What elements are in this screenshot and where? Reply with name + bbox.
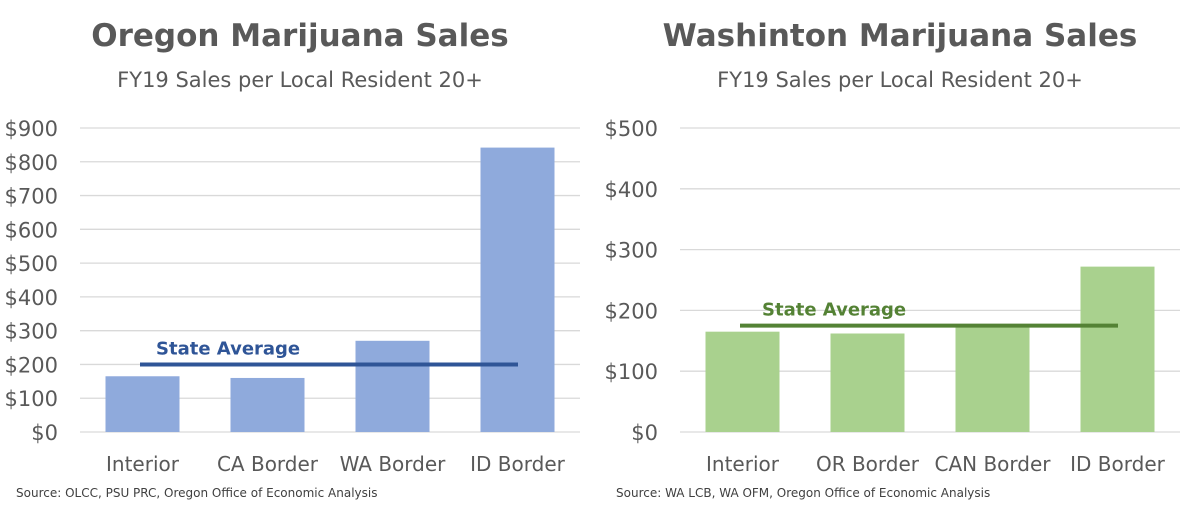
chart-source-note: Source: OLCC, PSU PRC, Oregon Office of … xyxy=(16,486,378,500)
bar-id-border xyxy=(1080,266,1155,432)
y-tick-label: $400 xyxy=(605,178,658,202)
bar-id-border xyxy=(480,147,555,432)
x-category-label: ID Border xyxy=(1070,452,1165,476)
x-category-label: CAN Border xyxy=(934,452,1051,476)
x-category-label: CA Border xyxy=(217,452,319,476)
y-tick-label: $100 xyxy=(5,387,58,411)
chart-subtitle: FY19 Sales per Local Resident 20+ xyxy=(717,68,1083,92)
y-tick-label: $300 xyxy=(605,239,658,263)
y-tick-label: $200 xyxy=(5,353,58,377)
bar-interior xyxy=(705,331,780,432)
y-tick-label: $800 xyxy=(5,151,58,175)
chart-title: Washinton Marijuana Sales xyxy=(662,18,1138,54)
y-tick-label: $600 xyxy=(5,218,58,242)
x-category-label: OR Border xyxy=(816,452,920,476)
bar-wa-border xyxy=(355,340,430,432)
x-category-label: ID Border xyxy=(470,452,565,476)
y-tick-label: $400 xyxy=(5,286,58,310)
state-average-label: State Average xyxy=(762,300,906,321)
chart-title: Oregon Marijuana Sales xyxy=(91,18,509,54)
x-category-label: Interior xyxy=(106,452,180,476)
washington-bar-chart: $0 $100 $200 $300 $400 $500 Interior OR Border C… xyxy=(605,117,1180,476)
oregon-bar-chart: $0 $100 $200 $300 $400 $500 $600 $700 $800 $900 In… xyxy=(5,117,580,476)
y-tick-label: $500 xyxy=(605,117,658,141)
y-tick-label: $200 xyxy=(605,299,658,323)
bar-ca-border xyxy=(230,377,305,432)
chart-subtitle: FY19 Sales per Local Resident 20+ xyxy=(117,68,483,92)
bar-interior xyxy=(105,376,180,432)
washington-chart-panel: Washinton Marijuana Sales FY19 Sales per… xyxy=(600,0,1200,508)
bar-or-border xyxy=(830,333,905,432)
y-tick-label: $0 xyxy=(631,421,658,445)
state-average-label: State Average xyxy=(156,338,300,359)
y-tick-label: $500 xyxy=(5,252,58,276)
y-tick-label: $0 xyxy=(31,421,58,445)
y-tick-label: $100 xyxy=(605,360,658,384)
y-tick-label: $900 xyxy=(5,117,58,141)
x-category-label: Interior xyxy=(706,452,780,476)
y-tick-label: $300 xyxy=(5,320,58,344)
bar-can-border xyxy=(955,327,1030,432)
y-tick-label: $700 xyxy=(5,185,58,209)
chart-source-note: Source: WA LCB, WA OFM, Oregon Office of… xyxy=(616,486,991,500)
oregon-chart-panel: Oregon Marijuana Sales FY19 Sales per Lo… xyxy=(5,18,580,500)
x-category-label: WA Border xyxy=(340,452,447,476)
